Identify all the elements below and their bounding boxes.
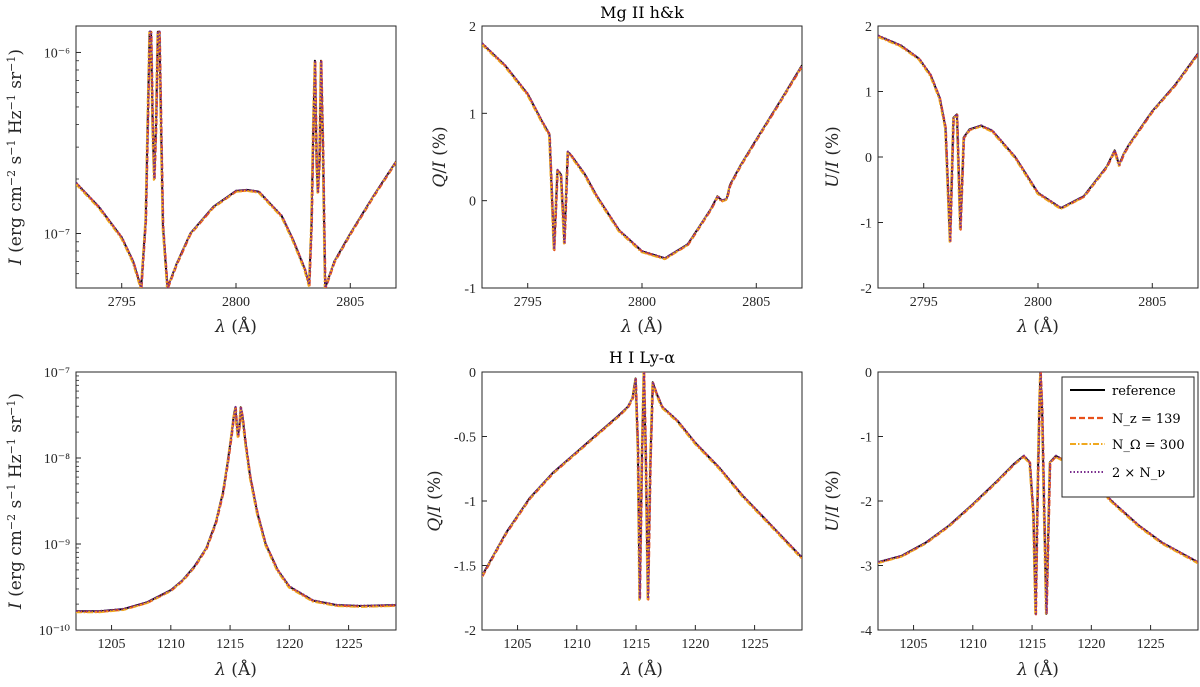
x-tick-label: 1205 xyxy=(504,637,532,652)
y-axis-label: U/I (%) xyxy=(823,470,843,532)
x-tick-label: 1225 xyxy=(335,637,363,652)
y-tick-label: 0 xyxy=(865,366,872,381)
x-tick-label: 2800 xyxy=(222,295,250,310)
plot-area xyxy=(481,25,803,289)
x-tick-label: 2795 xyxy=(514,295,542,310)
y-axis-label: I (erg cm−2 s−1 Hz−1 sr−1) xyxy=(5,393,27,610)
x-tick-label: 1220 xyxy=(1077,637,1105,652)
y-tick-label: -2 xyxy=(860,282,872,297)
y-tick-label: 1 xyxy=(865,86,872,101)
panel-mg-ii-u-over-i: U/I (%) λ (Å) 2795 2800 2805 -2 -1 0 1 2 xyxy=(823,20,1199,337)
panel-ly-alpha-q-over-i: H I Ly-α Q/I (%) λ (Å) 1205 1210 1215 1220 1… xyxy=(425,348,803,680)
y-tick-label: -1 xyxy=(860,431,872,446)
x-tick-label: 1220 xyxy=(681,637,709,652)
legend-label-reference: reference xyxy=(1112,384,1176,399)
series-line-nnu xyxy=(878,372,1198,615)
legend-label-nz: N_z = 139 xyxy=(1112,412,1181,427)
x-tick-label: 1210 xyxy=(563,637,591,652)
y-tick-label: 10⁻⁹ xyxy=(44,538,70,553)
y-tick-label: -1 xyxy=(860,217,872,232)
y-tick-label: -3 xyxy=(860,560,872,575)
panel-ly-alpha-u-over-i: U/I (%) λ (Å) 1205 1210 1215 1220 1225 -4 -3 -2… xyxy=(823,366,1199,680)
y-tick-label: 2 xyxy=(865,20,872,35)
panel-title: H I Ly-α xyxy=(609,348,675,367)
plot-area xyxy=(877,25,1199,289)
x-tick-label: 1205 xyxy=(98,637,126,652)
series-line-nnu xyxy=(76,405,396,612)
y-tick-label: 0 xyxy=(469,366,476,381)
x-tick-label: 1220 xyxy=(275,637,303,652)
x-tick-label: 1215 xyxy=(1018,637,1046,652)
legend-label-nomega: N_Ω = 300 xyxy=(1112,438,1185,453)
y-tick-label: 0 xyxy=(469,195,476,210)
legend-box xyxy=(1061,376,1195,498)
x-tick-label: 1225 xyxy=(741,637,769,652)
y-tick-label: -2 xyxy=(860,495,872,510)
x-axis-label: λ (Å) xyxy=(1016,659,1059,680)
x-tick-label: 1210 xyxy=(959,637,987,652)
x-tick-label: 1225 xyxy=(1137,637,1165,652)
x-axis-label: λ (Å) xyxy=(1016,316,1059,337)
legend: reference N_z = 139 N_Ω = 300 2 × N_ν xyxy=(1061,376,1195,498)
y-tick-label: 10⁻⁶ xyxy=(44,46,70,61)
y-tick-label: 0 xyxy=(865,151,872,166)
x-tick-label: 2805 xyxy=(336,295,364,310)
x-tick-label: 2795 xyxy=(108,295,136,310)
y-axis-label: U/I (%) xyxy=(823,126,843,188)
x-tick-label: 1215 xyxy=(216,637,244,652)
panel-title: Mg II h&k xyxy=(600,3,684,22)
y-tick-label: 1 xyxy=(469,107,476,122)
y-axis-label: Q/I (%) xyxy=(430,126,450,187)
y-tick-label: 10⁻⁷ xyxy=(44,228,70,243)
panel-mg-ii-q-over-i: Mg II h&k Q/I (%) λ (Å) 2795 2800 2805 -1 0 1… xyxy=(430,3,803,337)
x-tick-label: 2800 xyxy=(1024,295,1052,310)
y-tick-label: 10⁻⁷ xyxy=(44,366,70,381)
y-tick-label: 10⁻¹⁰ xyxy=(39,624,71,639)
series-line-nnu xyxy=(878,34,1198,242)
x-tick-label: 1205 xyxy=(900,637,928,652)
x-axis-label: λ (Å) xyxy=(214,659,257,680)
y-tick-label: -1 xyxy=(464,495,476,510)
y-axis-label: I (erg cm−2 s−1 Hz−1 sr−1) xyxy=(5,49,27,266)
y-tick-label: -2 xyxy=(464,624,476,639)
x-axis-label: λ (Å) xyxy=(620,316,663,337)
series-line-nomega xyxy=(76,31,396,288)
series-line-nnu xyxy=(76,30,396,288)
x-tick-label: 2800 xyxy=(628,295,656,310)
x-tick-label: 2795 xyxy=(910,295,938,310)
x-tick-label: 2805 xyxy=(1138,295,1166,310)
legend-label-nnu: 2 × N_ν xyxy=(1112,466,1165,481)
x-axis-label: λ (Å) xyxy=(214,316,257,337)
y-tick-label: -0.5 xyxy=(454,431,476,446)
x-tick-label: 1210 xyxy=(157,637,185,652)
panel-ly-alpha-intensity: I (erg cm−2 s−1 Hz−1 sr−1) λ (Å) 1205 121… xyxy=(5,366,397,680)
series-line-nnu xyxy=(482,42,802,259)
y-tick-label: -1.5 xyxy=(454,560,476,575)
y-axis-label: Q/I (%) xyxy=(425,470,445,531)
y-tick-label: 10⁻⁸ xyxy=(44,452,70,467)
y-tick-label: 2 xyxy=(469,20,476,35)
panel-mg-ii-intensity: I (erg cm−2 s−1 Hz−1 sr−1) λ (Å) 2795 280… xyxy=(5,25,397,337)
x-tick-label: 2805 xyxy=(742,295,770,310)
y-tick-label: -4 xyxy=(860,624,872,639)
y-tick-label: -1 xyxy=(464,282,476,297)
x-tick-label: 1215 xyxy=(622,637,650,652)
plot-area xyxy=(75,25,397,289)
x-axis-label: λ (Å) xyxy=(620,659,663,680)
